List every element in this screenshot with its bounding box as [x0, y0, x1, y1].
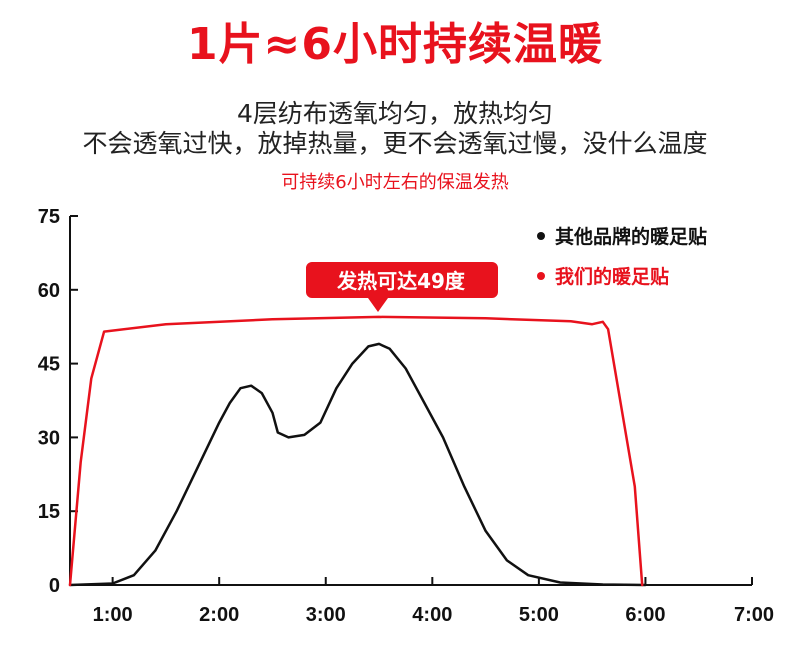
legend-marker-ours — [537, 272, 545, 280]
y-tick-label: 30 — [38, 427, 60, 449]
y-tick-label: 75 — [38, 206, 60, 228]
series-line-ours — [68, 315, 644, 587]
callout-text: 发热可达49度 — [336, 269, 466, 293]
x-tick-label: 2:00 — [199, 604, 239, 626]
x-tick-label: 7:00 — [734, 604, 774, 626]
y-tick-label: 45 — [38, 354, 60, 376]
x-tick-label: 6:00 — [625, 604, 665, 626]
x-axis-ticks: 1:00 2:00 3:00 4:00 5:00 6:00 7:00 — [93, 577, 774, 626]
highlight-text: 可持续6小时左右的保温发热 — [281, 172, 509, 193]
y-axis-ticks: 0 15 30 45 60 75 — [38, 206, 78, 597]
x-tick-label: 1:00 — [93, 604, 133, 626]
x-tick-label: 5:00 — [519, 604, 559, 626]
y-tick-label: 0 — [49, 575, 60, 597]
legend: 其他品牌的暖足贴 我们的暖足贴 — [537, 225, 707, 288]
y-tick-label: 15 — [38, 501, 60, 523]
chart-series — [68, 315, 647, 587]
x-tick-label: 3:00 — [306, 604, 346, 626]
annotation-callout: 发热可达49度 — [306, 262, 498, 312]
y-tick-label: 60 — [38, 280, 60, 302]
legend-marker-other — [537, 232, 545, 240]
page-title: 1片≈6小时持续温暖 — [186, 19, 604, 70]
subtitle-line-1: 4层纺布透氧均匀，放热均匀 — [237, 99, 553, 128]
legend-label-other: 其他品牌的暖足贴 — [555, 225, 707, 248]
subtitle-line-2: 不会透氧过快，放掉热量，更不会透氧过慢，没什么温度 — [82, 129, 708, 158]
series-line-other — [68, 342, 647, 587]
callout-bubble — [306, 262, 498, 312]
legend-label-ours: 我们的暖足贴 — [555, 265, 669, 288]
x-tick-label: 4:00 — [412, 604, 452, 626]
